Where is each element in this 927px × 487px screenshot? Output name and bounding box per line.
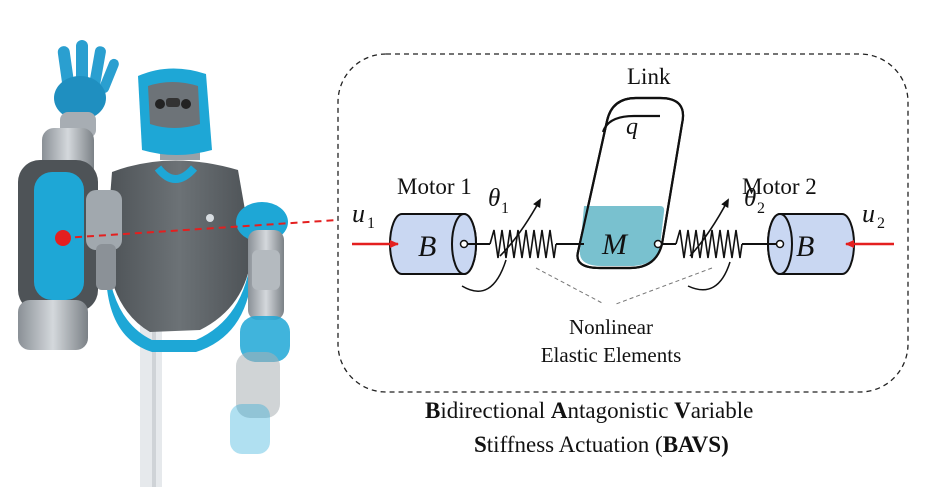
stiffness-arrow-left: [499, 198, 541, 257]
caption-initial-b: B: [425, 398, 441, 423]
theta-1-arc: [461, 259, 507, 292]
motor-2-block-label: B: [796, 230, 814, 263]
link-body: [576, 96, 685, 270]
link-variable: q: [626, 114, 638, 140]
motor-1-title: Motor 1: [397, 174, 472, 199]
caption-word-stiffness: tiffness Actuation (: [486, 432, 663, 457]
caption-word-variable: ariable: [690, 398, 754, 423]
svg-text:θ: θ: [744, 185, 756, 212]
robot-right-arm: [230, 202, 290, 454]
motor-2-title: Motor 2: [742, 174, 817, 199]
theta-2-label: θ 2: [744, 185, 765, 217]
elastic-label-line-1: Nonlinear: [569, 315, 653, 339]
input-u2-label: u 2: [862, 199, 885, 232]
robot-raised-hand: [54, 40, 119, 138]
robot-head: [138, 68, 212, 160]
input-u1-label: u 1: [352, 199, 375, 232]
svg-text:1: 1: [367, 215, 375, 232]
mass-label: M: [601, 228, 629, 261]
spring-left: [489, 229, 557, 259]
caption-acronym: BAVS: [662, 432, 722, 457]
svg-text:u: u: [352, 199, 365, 228]
motor-2-block: [767, 213, 855, 275]
svg-text:2: 2: [757, 200, 765, 217]
robot-torso: [106, 160, 252, 352]
svg-text:θ: θ: [488, 185, 500, 212]
motor-1-block-label: B: [418, 230, 436, 263]
caption-line-2: Stiffness Actuation (BAVS): [474, 428, 729, 462]
svg-text:u: u: [862, 199, 875, 228]
caption-initial-s: S: [474, 432, 487, 457]
pointer-dashed-line: [62, 219, 339, 239]
theta-2-arc: [687, 261, 731, 291]
caption-initial-a: A: [550, 398, 568, 423]
caption-line-1: Bidirectional Antagonistic Variable: [425, 394, 753, 428]
elastic-label-line-2: Elastic Elements: [541, 343, 682, 367]
spring-right: [675, 229, 743, 259]
caption-word-bidirectional: idirectional: [440, 398, 551, 423]
motor-1-block: [389, 213, 477, 275]
caption-close-paren: ): [721, 432, 729, 457]
theta-1-label: θ 1: [488, 185, 509, 217]
diagram-dashed-frame: [337, 53, 909, 393]
link-label: Link: [627, 64, 671, 89]
stiffness-arrow-right: [689, 198, 729, 257]
svg-text:2: 2: [877, 215, 885, 232]
svg-text:1: 1: [501, 200, 509, 217]
caption-initial-v: V: [674, 398, 691, 423]
elastic-leader-left: [535, 267, 605, 305]
elastic-leader-right: [615, 267, 713, 305]
humanoid-robot-illustration: [18, 40, 290, 487]
mass-region: [579, 206, 665, 266]
caption-word-antagonistic: ntagonistic: [567, 398, 675, 423]
